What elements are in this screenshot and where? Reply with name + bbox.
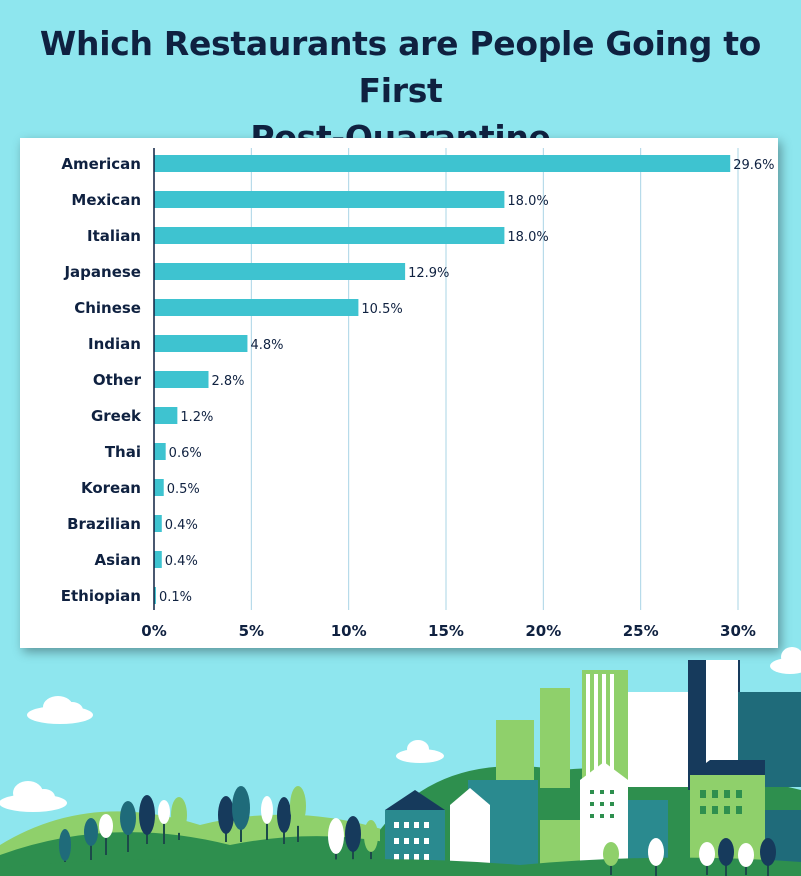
bar-chart: 0% 5% 10% 15% 20% 25% 30% American 29.6% Mexican 1… (61, 148, 775, 640)
value-label: 29.6% (733, 158, 774, 173)
x-tick-label: 25% (623, 622, 659, 640)
value-label: 0.5% (167, 482, 200, 497)
category-label: Indian (88, 335, 141, 353)
cloud-icon (770, 647, 801, 674)
value-label: 4.8% (250, 338, 283, 353)
category-label: Brazilian (67, 515, 141, 533)
category-label: American (61, 155, 141, 173)
tree-icon (603, 838, 776, 876)
x-tick-label: 30% (720, 622, 756, 640)
category-label: Greek (91, 407, 142, 425)
bars (154, 155, 731, 604)
category-label: Korean (81, 479, 141, 497)
hill (0, 857, 801, 876)
value-label: 0.4% (165, 518, 198, 533)
x-tick-label: 20% (525, 622, 561, 640)
value-label: 10.5% (361, 302, 402, 317)
value-label: 12.9% (408, 266, 449, 281)
value-label: 18.0% (507, 230, 548, 245)
bar-thai (154, 443, 166, 460)
category-label: Mexican (71, 191, 141, 209)
value-label: 2.8% (212, 374, 245, 389)
category-label: Asian (95, 551, 141, 569)
x-tick-label: 5% (239, 622, 264, 640)
bar-chinese (154, 299, 359, 316)
bar-indian (154, 335, 248, 352)
category-label: Ethiopian (61, 587, 141, 605)
cloud-icon (396, 740, 444, 763)
bar-other (154, 371, 209, 388)
x-tick-label: 0% (141, 622, 166, 640)
tree-icon (59, 786, 378, 862)
bar-ethiopian (154, 587, 156, 604)
grid-lines (250, 148, 739, 610)
chart-title: Which Restaurants are People Going to Fi… (0, 20, 801, 161)
cloud-icon (27, 696, 93, 724)
value-label: 1.2% (180, 410, 213, 425)
bar-brazilian (154, 515, 162, 532)
category-label: Chinese (74, 299, 141, 317)
value-label: 0.4% (165, 554, 198, 569)
value-label: 0.6% (169, 446, 202, 461)
bar-korean (154, 479, 164, 496)
chart-title-line-1: Which Restaurants are People Going to Fi… (39, 24, 762, 110)
category-label: Other (93, 371, 142, 389)
windows (394, 670, 742, 860)
chart-panel: 0% 5% 10% 15% 20% 25% 30% American 29.6% Mexican 1… (20, 138, 778, 648)
category-label: Italian (87, 227, 141, 245)
bar-american (154, 155, 731, 172)
value-label: 0.1% (159, 590, 192, 605)
category-label: Japanese (63, 263, 141, 281)
bar-asian (154, 551, 162, 568)
bar-greek (154, 407, 178, 424)
city-landscape-illustration (0, 647, 801, 876)
bar-japanese (154, 263, 406, 280)
bar-mexican (154, 191, 505, 208)
bar-italian (154, 227, 505, 244)
labels: 0% 5% 10% 15% 20% 25% 30% American 29.6% Mexican 1… (61, 155, 775, 640)
value-label: 18.0% (507, 194, 548, 209)
x-tick-label: 10% (331, 622, 367, 640)
x-tick-label: 15% (428, 622, 464, 640)
category-label: Thai (105, 443, 141, 461)
cloud-icon (0, 781, 67, 812)
